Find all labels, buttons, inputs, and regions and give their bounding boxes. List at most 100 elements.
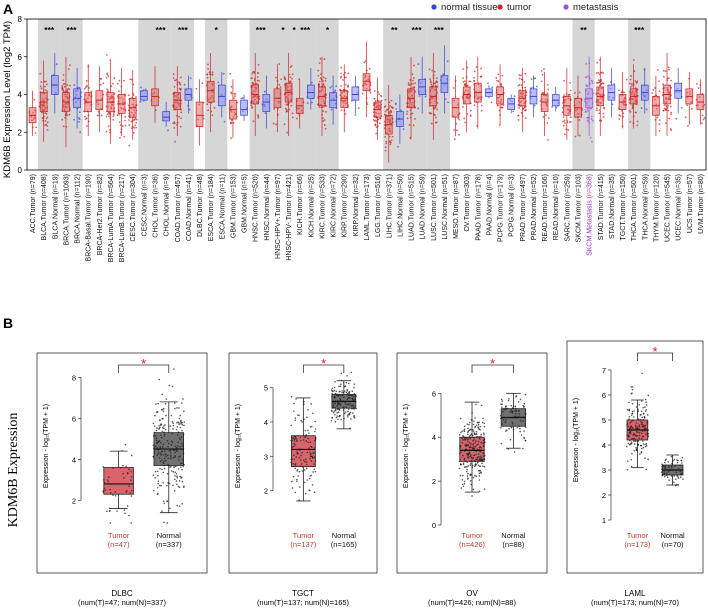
data-point [658,80,661,83]
data-point [474,425,477,428]
data-point [459,453,461,455]
x-tick-label: SARC.Tumor (n=259) [564,174,571,242]
data-point [374,99,377,102]
data-point [160,436,163,439]
data-point [511,422,514,425]
data-point [680,106,683,109]
data-point [256,76,259,79]
data-point [502,408,505,410]
x-tick-label: LIHC.Normal (n=50) [397,174,404,237]
data-point [157,492,159,495]
data-point [108,115,110,118]
data-point [164,402,167,405]
data-point [591,140,593,143]
data-point [289,76,292,79]
data-point [510,410,513,413]
data-point [90,90,93,93]
data-point [258,80,260,82]
data-point [463,466,466,468]
data-point [586,107,589,110]
data-point [600,80,603,83]
data-point [511,410,514,413]
data-point [643,416,646,419]
data-point [665,474,668,477]
data-point [306,451,309,454]
data-point [222,72,225,75]
data-point [307,429,309,432]
data-point [172,428,174,430]
data-point [293,442,296,445]
data-point [504,421,507,424]
data-point [339,394,342,397]
data-point [458,133,460,136]
data-point [162,481,164,484]
data-point [341,391,343,394]
data-point [391,135,394,138]
data-point [158,425,160,427]
data-point [500,403,502,405]
data-point [477,459,479,462]
data-point [354,398,356,400]
data-point [524,412,527,415]
data-point [469,446,472,449]
x-tick-label: HNSC-HPV-.Tumor (n=421) [286,174,293,261]
data-point [586,119,589,122]
data-point [162,500,165,503]
y-tick-label: 3 [602,466,606,475]
data-point [644,424,647,427]
data-point [163,521,165,524]
data-point [518,413,520,415]
data-point [480,433,483,436]
data-point [302,439,305,441]
data-point [569,89,572,92]
data-point [67,87,70,90]
x-tick-label: HNSC.Normal (n=44) [264,174,271,241]
data-point [587,75,589,77]
data-point [469,80,472,83]
data-point [322,76,325,79]
data-point [88,86,91,89]
data-point [163,433,166,436]
data-point [638,434,641,437]
data-point [631,452,633,455]
data-point [645,468,648,471]
data-point [679,470,682,473]
data-point [161,426,164,429]
data-point [102,466,105,468]
normal-count: (n=70) [662,540,684,549]
data-point [317,74,320,77]
y-tick-label: 2 [18,128,23,137]
data-point [501,74,504,77]
data-point [160,423,163,426]
box [195,101,204,127]
data-point [139,86,142,89]
data-point [178,448,181,450]
data-point [547,88,550,91]
data-point [499,417,502,420]
data-point [701,114,704,117]
data-point [257,116,260,119]
data-point [183,410,185,412]
data-point [334,406,336,409]
data-point [174,456,176,458]
data-point [309,426,312,428]
data-point [174,79,176,82]
data-point [377,100,380,103]
data-point [468,451,471,454]
significance-mark: ** [580,25,587,35]
data-point [309,441,312,443]
data-point [124,512,126,515]
data-point [63,85,66,88]
data-point [483,453,485,455]
x-tick-label: KIRC.Tumor (n=533) [319,174,326,239]
data-point [636,120,639,123]
data-point [284,77,286,80]
data-point [119,136,121,139]
data-point [156,454,158,457]
data-point [311,412,314,415]
data-point [463,450,466,452]
data-point [292,475,295,478]
x-tick-label: STAD.Normal (n=35) [609,174,616,239]
data-point [476,421,479,424]
data-point [170,457,172,460]
